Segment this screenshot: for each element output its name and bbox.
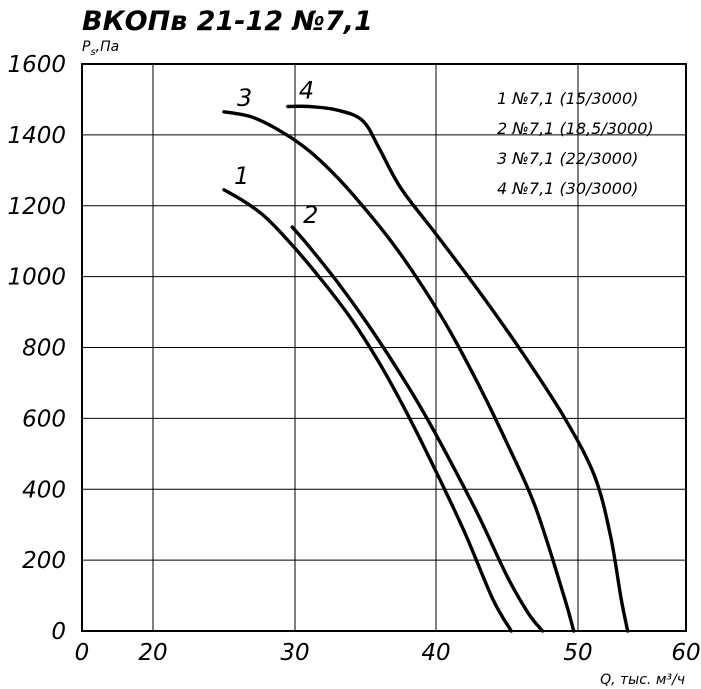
y-tick-label-400: 400: [22, 477, 66, 503]
curve-label-1: 1: [234, 162, 249, 190]
series-curve-2: [290, 225, 545, 633]
y-tick-label-800: 800: [22, 336, 66, 362]
x-tick-label-40: 40: [421, 640, 450, 666]
series-curve-1: [222, 188, 513, 633]
y-tick-label-200: 200: [22, 548, 66, 574]
series-curves: [222, 104, 630, 633]
legend-entry-4: 4 №7,1 (30/3000): [497, 179, 638, 198]
x-tick-labels: 0 20 30 40 50 60: [75, 640, 701, 666]
y-axis-label-unit: ,Па: [96, 39, 120, 55]
legend: 1 №7,1 (15/3000) 2 №7,1 (18,5/3000) 3 №7…: [497, 89, 654, 198]
series-curve-4: [286, 104, 630, 633]
y-axis-label-symbol: P: [82, 39, 91, 55]
grid: [82, 64, 686, 631]
curve-label-2: 2: [303, 201, 318, 229]
x-tick-label-30: 30: [280, 640, 309, 666]
x-tick-label-50: 50: [563, 640, 592, 666]
y-tick-label-1600: 1600: [7, 52, 66, 78]
y-axis-label-subscript: s: [90, 47, 95, 58]
x-tick-label-20: 20: [138, 640, 167, 666]
x-tick-label-60: 60: [671, 640, 700, 666]
curve-label-4: 4: [299, 77, 314, 105]
x-axis-label: Q, тыс. м³/ч: [600, 672, 685, 688]
y-tick-label-1200: 1200: [7, 194, 66, 220]
chart-title: ВКОПв 21-12 №7,1: [82, 6, 373, 37]
curve-label-3: 3: [237, 84, 252, 112]
legend-entry-3: 3 №7,1 (22/3000): [497, 149, 638, 168]
series-curve-3: [222, 110, 576, 633]
y-axis-label: Ps,Па: [82, 39, 119, 58]
y-tick-label-1000: 1000: [7, 265, 66, 291]
legend-entry-2: 2 №7,1 (18,5/3000): [497, 119, 654, 138]
y-tick-label-0: 0: [51, 619, 66, 645]
curve-labels: 1 2 3 4: [234, 77, 318, 229]
legend-entry-1: 1 №7,1 (15/3000): [497, 89, 638, 108]
plot-frame: [81, 63, 687, 632]
x-tick-label-0: 0: [75, 640, 90, 666]
y-tick-label-1400: 1400: [7, 123, 66, 149]
y-tick-labels: 0 200 400 600 800 1000 1200 1400 1600: [7, 52, 66, 645]
y-tick-label-600: 600: [22, 406, 66, 432]
